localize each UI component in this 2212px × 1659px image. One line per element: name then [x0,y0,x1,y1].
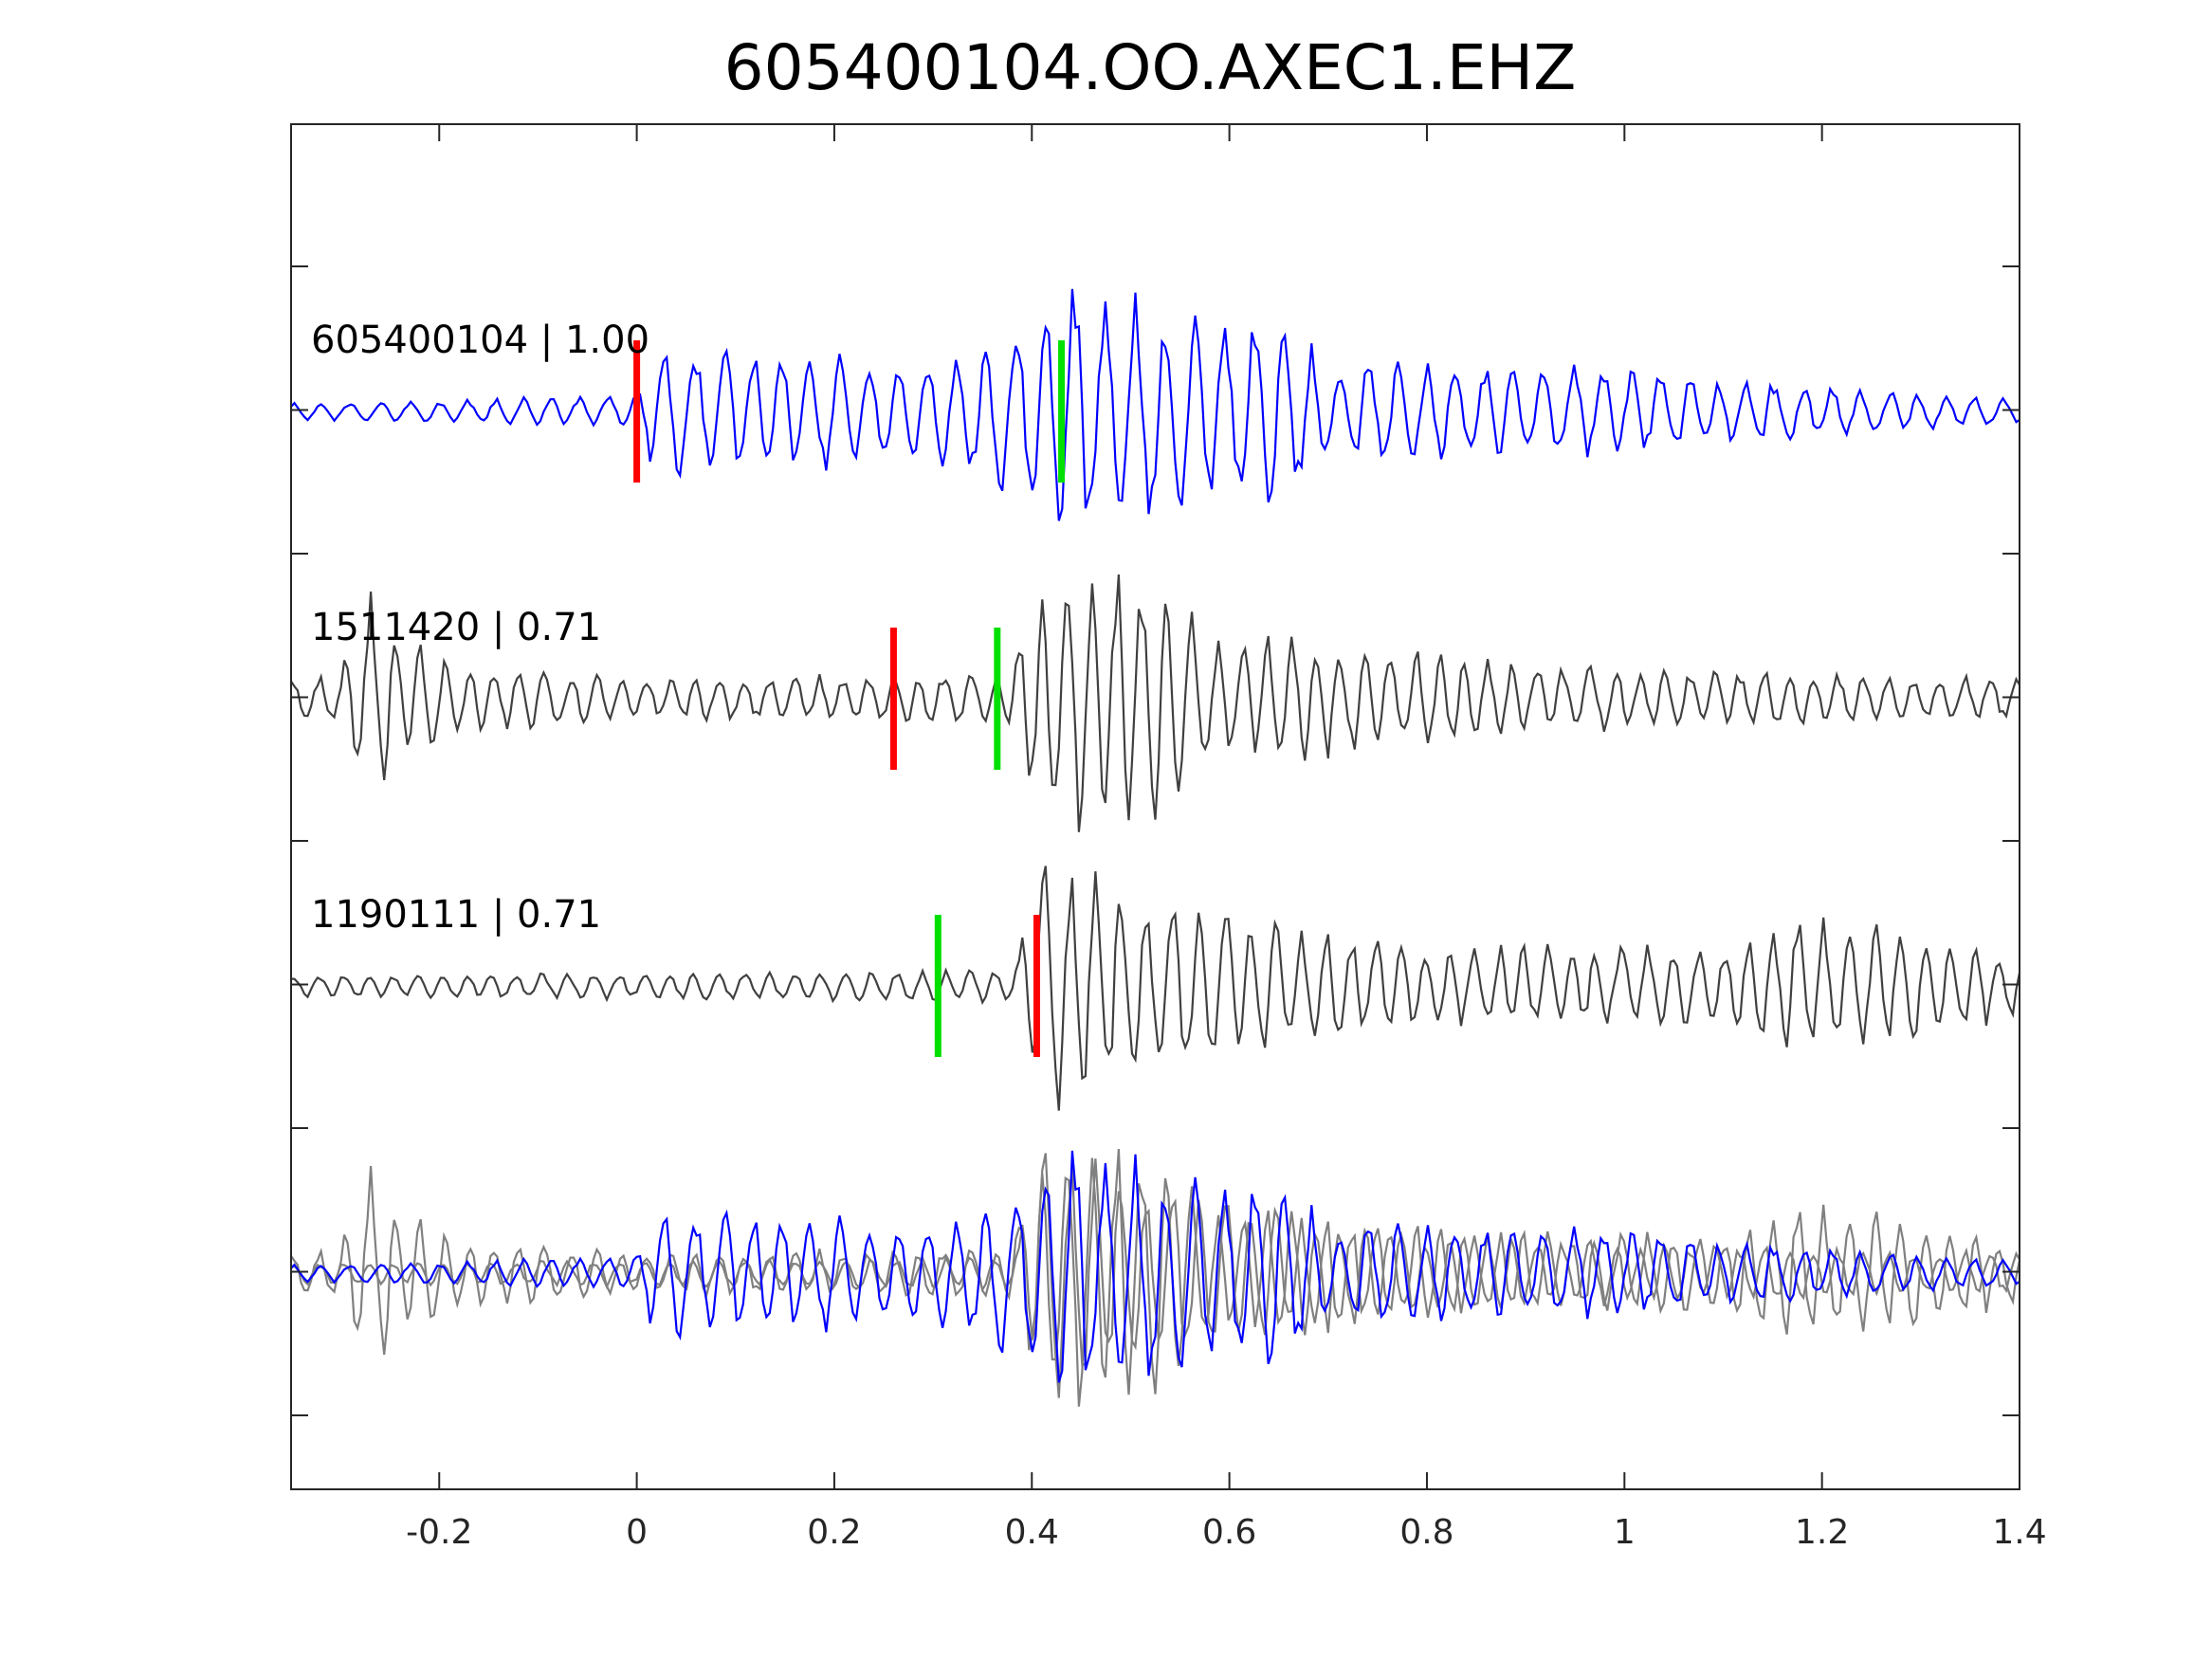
x-tick-label: 0.2 [807,1513,861,1552]
x-tick-label: 0 [626,1513,648,1552]
trace-label-1190111: 1190111 | 0.71 [311,893,601,937]
x-tick-label: 1.2 [1795,1513,1849,1552]
trace-label-1511420: 1511420 | 0.71 [311,606,601,649]
y-ticks [291,265,2020,1416]
trace-1190111-line [291,866,2021,1111]
trace-605400104-line [290,288,2020,521]
x-tick-label: -0.2 [406,1513,472,1552]
x-tick-label: 1 [1614,1513,1636,1552]
x-tick-label: 0.4 [1005,1513,1059,1552]
trace-1511420-line [290,574,2020,832]
trace-labels: 605400104 | 1.00 1511420 | 0.71 1190111 | … [311,319,649,937]
x-tick-label: 0.8 [1399,1513,1453,1552]
trace-label-605400104: 605400104 | 1.00 [311,319,649,362]
plot-area [290,288,2021,1407]
overlay-trace-605400104-line [290,1150,2020,1383]
x-tick-label: 1.4 [1992,1513,2046,1552]
x-ticks: -0.2 0 0.2 0.4 0.6 0.8 1 1.2 1.4 [406,124,2047,1552]
x-tick-label: 0.6 [1202,1513,1256,1552]
chart-title: 605400104.OO.AXEC1.EHZ [724,31,1577,104]
overlay-trace-1511420-line [290,1149,2020,1407]
axes-box [290,123,2020,1490]
